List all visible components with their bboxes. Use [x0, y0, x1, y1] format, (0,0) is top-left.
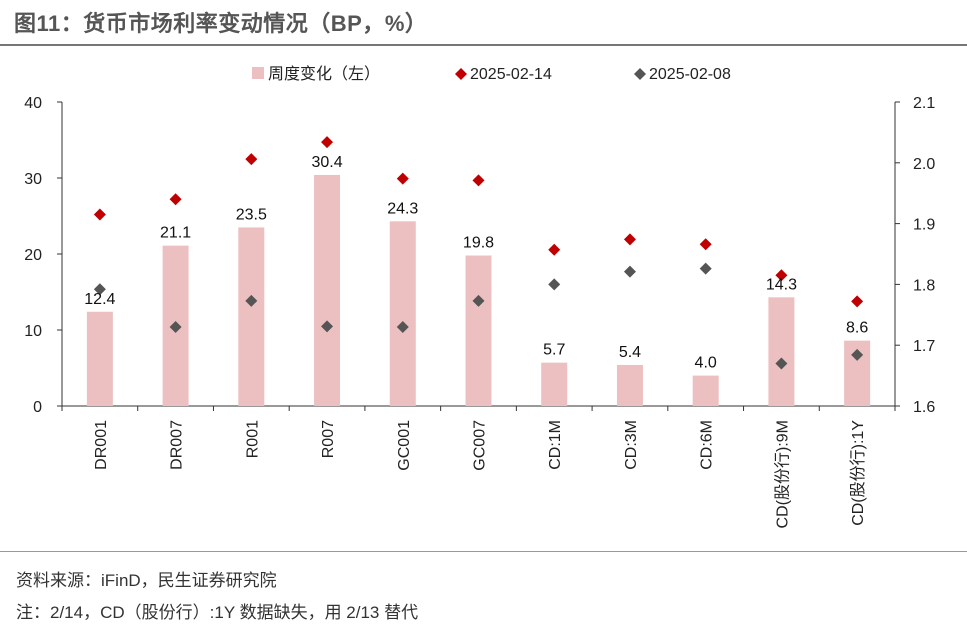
x-category-label: CD(股份行):1Y — [849, 420, 867, 526]
x-category-label: CD:3M — [623, 420, 640, 470]
bar-value-label: 8.6 — [846, 320, 868, 337]
marker-2025-02-14 — [775, 269, 788, 282]
marker-2025-02-08 — [699, 262, 712, 275]
marker-2025-02-08 — [245, 294, 258, 307]
x-category-label: DR007 — [169, 420, 186, 470]
x-category-label: GC001 — [396, 420, 413, 471]
marker-2025-02-08 — [396, 320, 409, 333]
marker-2025-02-14 — [321, 136, 334, 149]
left-tick-label: 10 — [24, 323, 42, 340]
bar-value-label: 14.3 — [766, 276, 797, 293]
legend-label-0214: 2025-02-14 — [470, 66, 552, 83]
bar-weekly-change — [389, 221, 416, 406]
marker-2025-02-14 — [548, 243, 561, 256]
bar-weekly-change — [616, 364, 643, 406]
bar-value-label: 23.5 — [236, 206, 267, 223]
bar-value-label: 12.4 — [84, 291, 115, 308]
figure-title: 图11：货币市场利率变动情况（BP，%） — [14, 11, 428, 36]
legend-swatch-bar — [252, 67, 264, 79]
bar-value-label: 24.3 — [387, 200, 418, 217]
x-category-label: DR001 — [93, 420, 110, 470]
footer-divider — [0, 551, 967, 552]
x-category-label: R001 — [244, 420, 261, 458]
bar-weekly-change — [314, 174, 341, 406]
x-category-label: GC007 — [472, 420, 489, 471]
left-tick-label: 0 — [33, 399, 42, 416]
marker-2025-02-08 — [93, 283, 106, 296]
marker-2025-02-08 — [548, 278, 561, 291]
marker-2025-02-08 — [851, 348, 864, 361]
marker-2025-02-14 — [699, 238, 712, 251]
legend-swatch-0214 — [455, 68, 467, 80]
title-divider — [0, 44, 967, 46]
legend-label-bar: 周度变化（左） — [268, 65, 380, 83]
bar-value-label: 4.0 — [695, 355, 717, 372]
legend-label-0208: 2025-02-08 — [649, 66, 731, 83]
bar-value-label: 30.4 — [311, 154, 342, 171]
x-category-label: R007 — [320, 420, 337, 458]
marker-2025-02-08 — [623, 265, 636, 278]
bar-value-label: 5.4 — [619, 344, 641, 361]
marker-2025-02-14 — [245, 153, 258, 166]
x-category-label: CD:1M — [547, 420, 564, 470]
bar-weekly-change — [541, 362, 568, 406]
marker-2025-02-08 — [321, 320, 334, 333]
source-note: 资料来源：iFinD，民生证券研究院 — [16, 571, 277, 590]
bar-weekly-change — [692, 375, 719, 406]
marker-2025-02-14 — [472, 174, 485, 187]
left-tick-label: 40 — [24, 95, 42, 112]
bar-weekly-change — [86, 311, 113, 406]
bar-weekly-change — [238, 227, 265, 406]
right-tick-label: 1.8 — [913, 277, 935, 294]
right-tick-label: 1.7 — [913, 338, 935, 355]
bar-value-label: 5.7 — [543, 342, 565, 359]
marker-2025-02-14 — [396, 172, 409, 185]
legend-swatch-0208 — [634, 68, 646, 80]
marker-2025-02-14 — [169, 193, 182, 206]
money-market-rate-chart: 0 10 20 30 40 1.6 1.7 1.8 1.9 2.0 2.1 DR001 DR007 R00… — [24, 65, 935, 528]
left-tick-label: 30 — [24, 171, 42, 188]
right-tick-label: 2.1 — [913, 95, 935, 112]
x-category-label: CD(股份行):9M — [773, 420, 791, 528]
marker-2025-02-14 — [623, 233, 636, 246]
marker-2025-02-08 — [169, 320, 182, 333]
footnote: 注：2/14，CD（股份行）:1Y 数据缺失，用 2/13 替代 — [16, 603, 419, 622]
right-tick-label: 1.9 — [913, 217, 935, 234]
bar-value-label: 21.1 — [160, 225, 191, 242]
marker-2025-02-14 — [851, 295, 864, 308]
left-tick-label: 20 — [24, 247, 42, 264]
marker-2025-02-14 — [93, 208, 106, 221]
right-tick-label: 1.6 — [913, 399, 935, 416]
bar-weekly-change — [768, 297, 795, 406]
bar-value-label: 19.8 — [463, 235, 494, 252]
marker-2025-02-08 — [472, 294, 485, 307]
marker-2025-02-08 — [775, 357, 788, 370]
bar-weekly-change — [465, 255, 492, 406]
x-category-label: CD:6M — [699, 420, 716, 470]
right-tick-label: 2.0 — [913, 156, 935, 173]
